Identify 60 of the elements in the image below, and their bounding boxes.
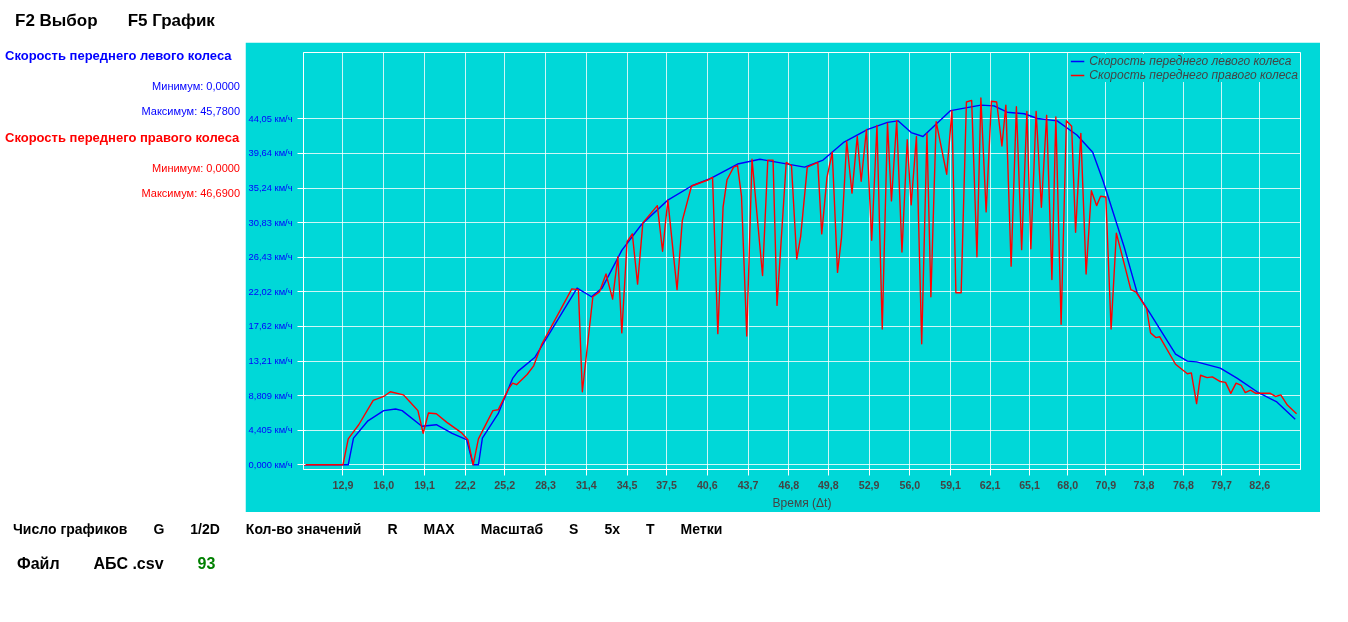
text: Кол-во значений [245,520,362,540]
x-tick-label: 73,8 [1133,478,1155,491]
x-tick-label: 40,6 [696,478,718,491]
y-tick-label: 22,02 км/ч [248,287,293,298]
x-tick-label: 68,0 [1057,478,1079,491]
text: Файл [17,554,60,575]
x-tick-label: 22,2 [454,478,476,491]
x-tick-label: 34,5 [616,478,638,491]
legend-label: Скорость переднего левого колеса [1089,54,1292,69]
x-tick-label: 70,9 [1095,478,1117,491]
text: Минимум: 0,0000 [152,79,240,95]
text: R [387,520,398,540]
text: Максимум: 46,6900 [141,186,240,202]
text: Число графиков [13,520,128,540]
text: F2 Выбор [15,10,98,32]
x-tick-label: 82,6 [1249,478,1271,491]
x-tick-label: 59,1 [940,478,962,491]
y-tick-label: 30,83 км/ч [248,217,293,228]
text: Скорость переднего левого колеса [5,48,232,64]
x-tick-label: 65,1 [1019,478,1040,491]
text: G [153,520,165,540]
text: Скорость переднего правого колеса [5,130,240,146]
y-tick-label: 13,21 км/ч [248,356,293,367]
y-tick-label: 17,62 км/ч [248,321,293,332]
text: Минимум: 0,0000 [152,161,240,177]
y-tick-label: 44,05 км/ч [248,114,293,125]
text: MAX [423,520,455,540]
text: АБС .csv [93,554,164,575]
x-tick-label: 79,7 [1211,478,1233,491]
x-tick-label: 19,1 [414,478,435,491]
x-tick-label: 25,2 [494,478,516,491]
x-tick-label: 12,9 [332,478,354,491]
x-tick-label: 31,4 [575,478,597,491]
text: T [646,520,655,540]
x-tick-label: 28,3 [535,478,556,491]
text: 5x [604,520,621,540]
x-tick-label: 43,7 [737,478,759,491]
y-tick-label: 26,43 км/ч [248,252,293,263]
text: S [569,520,579,540]
y-tick-label: 8,809 км/ч [248,390,293,401]
y-tick-label: 4,405 км/ч [248,425,293,436]
x-tick-label: 62,1 [979,478,1001,491]
text: 1/2D [190,520,220,540]
text: 93 [197,554,216,575]
x-tick-label: 52,9 [858,478,880,491]
x-tick-label: 37,5 [656,478,677,491]
text: Максимум: 45,7800 [141,104,240,120]
x-tick-label: 16,0 [373,478,395,491]
y-tick-label: 39,64 км/ч [248,148,293,159]
legend-label: Скорость переднего правого колеса [1089,68,1298,83]
y-tick-label: 0,000 км/ч [248,460,293,471]
text: F5 График [127,10,215,32]
y-tick-label: 35,24 км/ч [248,183,293,194]
text: Масштаб [480,520,544,540]
x-tick-label: 56,0 [899,478,921,491]
x-tick-label: 46,8 [778,478,800,491]
x-tick-label: 76,8 [1173,478,1194,491]
x-tick-label: 49,8 [817,478,839,491]
text: Метки [680,520,723,540]
x-axis-title: Время (Δt) [772,495,832,510]
